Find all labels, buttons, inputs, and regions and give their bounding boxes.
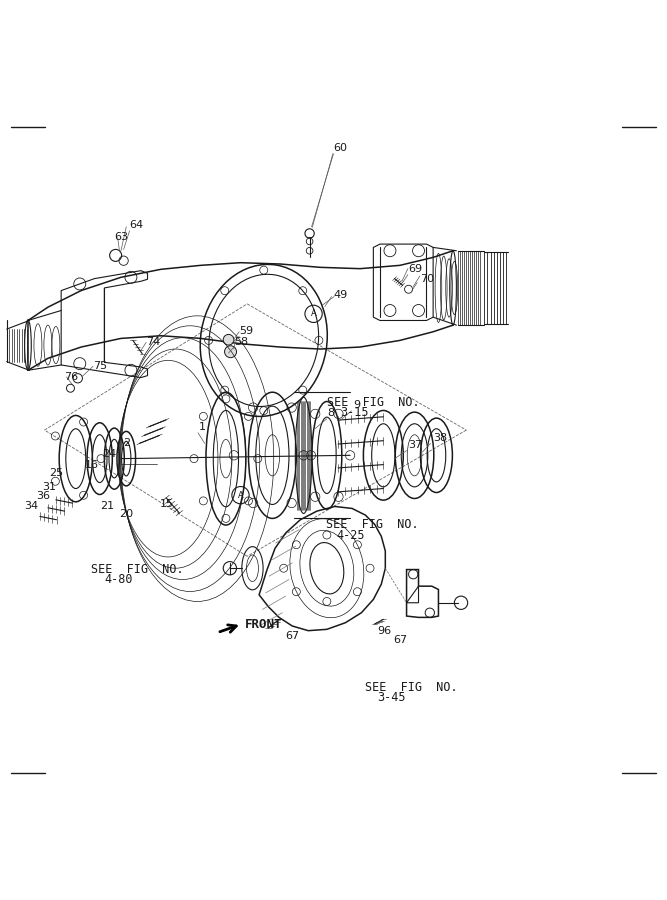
Text: 31: 31 xyxy=(43,482,57,491)
Text: 67: 67 xyxy=(285,631,299,641)
Text: A: A xyxy=(237,491,243,500)
Text: 15: 15 xyxy=(159,500,173,509)
Text: 3-45: 3-45 xyxy=(377,691,405,705)
Text: 38: 38 xyxy=(433,433,448,443)
Text: 4-80: 4-80 xyxy=(104,573,133,586)
Text: FRONT: FRONT xyxy=(245,617,283,631)
Circle shape xyxy=(225,346,237,357)
Text: 60: 60 xyxy=(334,143,348,153)
Text: 8: 8 xyxy=(327,409,334,419)
Text: 74: 74 xyxy=(146,337,161,347)
Text: 9: 9 xyxy=(354,400,361,410)
Text: SEE  FIG  NO.: SEE FIG NO. xyxy=(366,680,458,694)
Text: 34: 34 xyxy=(25,501,39,511)
Text: 24: 24 xyxy=(102,449,117,459)
Circle shape xyxy=(223,335,234,345)
Text: 58: 58 xyxy=(234,337,248,347)
Text: SEE  FIG  NO.: SEE FIG NO. xyxy=(91,563,183,576)
Text: 64: 64 xyxy=(129,220,143,230)
Text: 67: 67 xyxy=(394,635,408,645)
Text: 16: 16 xyxy=(85,460,99,470)
Text: 70: 70 xyxy=(420,274,434,284)
Text: 49: 49 xyxy=(334,290,348,301)
Text: 96: 96 xyxy=(378,626,392,636)
Text: 63: 63 xyxy=(114,232,128,242)
Text: SEE  FIG  NO.: SEE FIG NO. xyxy=(325,518,418,531)
Text: 76: 76 xyxy=(65,372,79,382)
Text: 21: 21 xyxy=(99,501,114,511)
Text: 3-15: 3-15 xyxy=(340,406,369,419)
Text: 37: 37 xyxy=(408,440,422,450)
Text: 1: 1 xyxy=(199,422,206,432)
Text: 20: 20 xyxy=(119,509,134,519)
Text: SEE  FIG  NO.: SEE FIG NO. xyxy=(327,396,420,409)
Text: 25: 25 xyxy=(49,468,63,478)
Text: 4-25: 4-25 xyxy=(337,528,366,542)
Text: 75: 75 xyxy=(93,361,107,371)
Text: 59: 59 xyxy=(239,326,253,336)
Text: A: A xyxy=(311,310,316,319)
Text: 36: 36 xyxy=(36,491,50,501)
Text: 2: 2 xyxy=(123,438,130,448)
Text: 69: 69 xyxy=(409,265,423,274)
